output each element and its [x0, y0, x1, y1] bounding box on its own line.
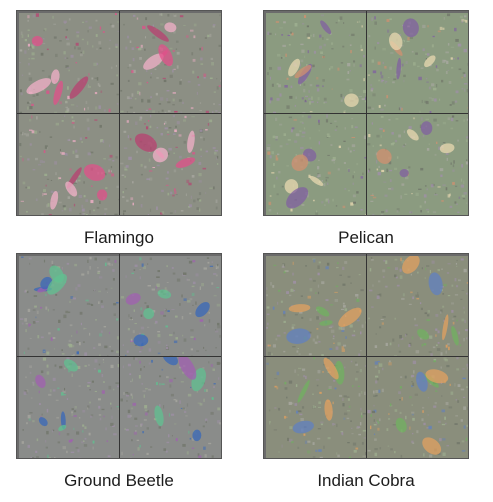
flamingo-caption: Flamingo — [16, 228, 222, 248]
indian-cobra-visualization-tile — [367, 256, 468, 357]
flamingo-visualization-tile — [19, 13, 120, 114]
indian-cobra-visualization-tile — [367, 357, 468, 458]
flamingo-image-grid — [16, 10, 222, 216]
ground-beetle-panel: Ground Beetle — [16, 253, 236, 459]
flamingo-visualization-tile — [19, 114, 120, 215]
grid-divider — [17, 113, 221, 114]
flamingo-visualization-tile — [120, 13, 221, 114]
pelican-visualization-tile — [367, 13, 468, 114]
ground-beetle-caption: Ground Beetle — [16, 471, 222, 491]
grid-divider — [264, 113, 468, 114]
pelican-visualization-tile — [266, 114, 367, 215]
pelican-panel: Pelican — [263, 10, 483, 216]
flamingo-visualization-tile — [120, 114, 221, 215]
grid-divider — [17, 356, 221, 357]
ground-beetle-visualization-tile — [19, 256, 120, 357]
indian-cobra-panel: Indian Cobra — [263, 253, 483, 459]
ground-beetle-image-grid — [16, 253, 222, 459]
grid-divider — [264, 356, 468, 357]
indian-cobra-visualization-tile — [266, 357, 367, 458]
ground-beetle-visualization-tile — [19, 357, 120, 458]
pelican-visualization-tile — [367, 114, 468, 215]
pelican-caption: Pelican — [263, 228, 469, 248]
indian-cobra-visualization-tile — [266, 256, 367, 357]
ground-beetle-visualization-tile — [120, 357, 221, 458]
indian-cobra-caption: Indian Cobra — [263, 471, 469, 491]
pelican-visualization-tile — [266, 13, 367, 114]
pelican-image-grid — [263, 10, 469, 216]
flamingo-panel: Flamingo — [16, 10, 236, 216]
ground-beetle-visualization-tile — [120, 256, 221, 357]
indian-cobra-image-grid — [263, 253, 469, 459]
